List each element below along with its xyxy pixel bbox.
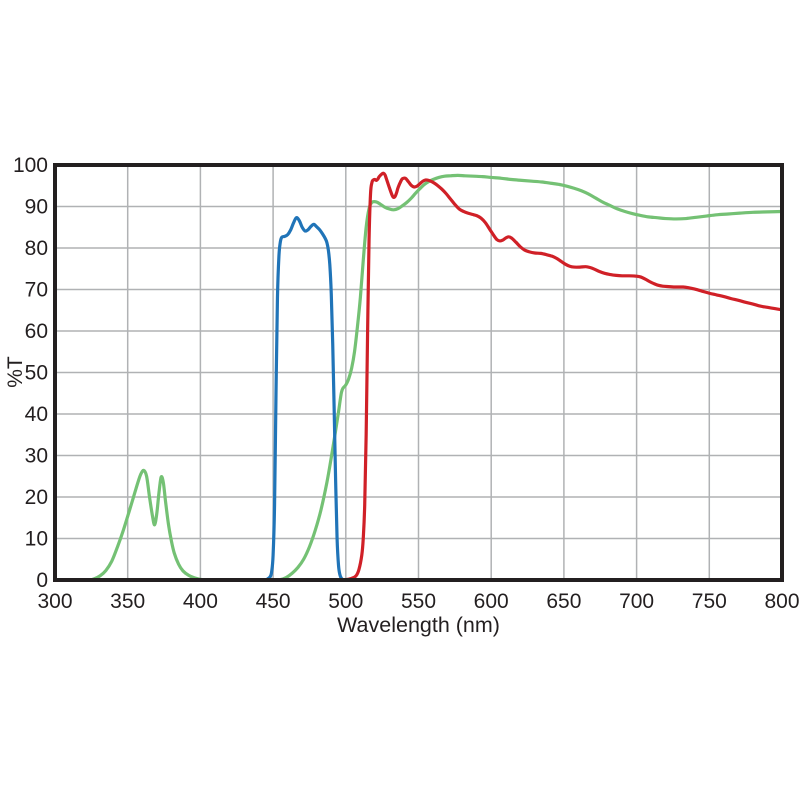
y-tick-label-0: 0 bbox=[36, 569, 48, 592]
x-tick-label-300: 300 bbox=[37, 590, 72, 613]
y-tick-label-10: 10 bbox=[25, 528, 48, 551]
x-tick-label-650: 650 bbox=[546, 590, 581, 613]
x-tick-label-550: 550 bbox=[401, 590, 436, 613]
x-tick-label-700: 700 bbox=[619, 590, 654, 613]
y-axis-title: %T bbox=[4, 356, 27, 388]
y-tick-label-90: 90 bbox=[25, 196, 48, 219]
x-tick-label-600: 600 bbox=[474, 590, 509, 613]
x-tick-label-350: 350 bbox=[110, 590, 145, 613]
y-tick-label-50: 50 bbox=[25, 362, 48, 385]
x-axis-title: Wavelength (nm) bbox=[337, 613, 500, 637]
x-tick-label-450: 450 bbox=[256, 590, 291, 613]
plot-frame bbox=[53, 163, 784, 582]
x-tick-label-800: 800 bbox=[764, 590, 799, 613]
y-tick-label-80: 80 bbox=[25, 237, 48, 260]
y-tick-label-60: 60 bbox=[25, 320, 48, 343]
x-tick-label-750: 750 bbox=[692, 590, 727, 613]
y-tick-label-70: 70 bbox=[25, 279, 48, 302]
series-curve-green-filter bbox=[55, 173, 782, 580]
y-tick-label-40: 40 bbox=[25, 403, 48, 426]
y-tick-label-20: 20 bbox=[25, 486, 48, 509]
series-curve-blue-filter bbox=[252, 216, 355, 580]
x-tick-label-500: 500 bbox=[328, 590, 363, 613]
series-curve-red-filter bbox=[286, 171, 782, 580]
x-tick-label-400: 400 bbox=[183, 590, 218, 613]
y-tick-label-100: 100 bbox=[13, 154, 48, 177]
y-tick-label-30: 30 bbox=[25, 445, 48, 468]
